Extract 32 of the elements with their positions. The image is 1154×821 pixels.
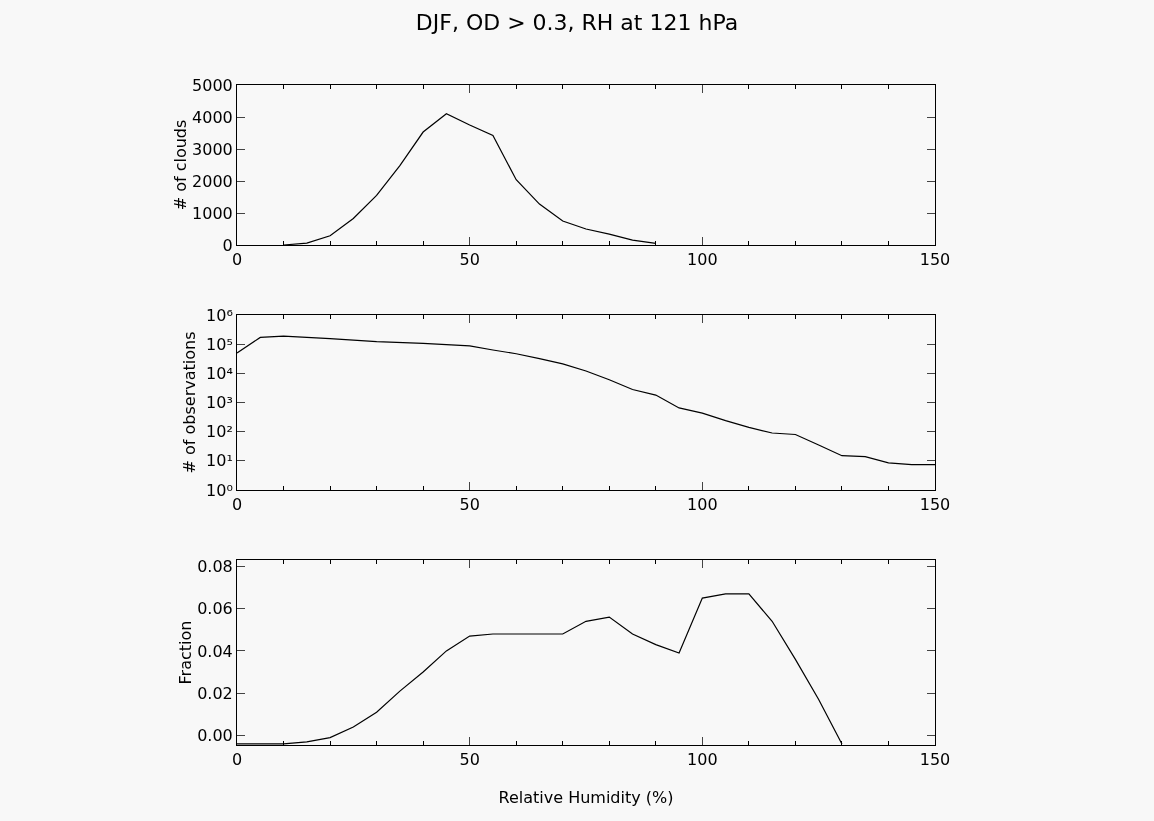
x-tick-label: 150	[919, 750, 951, 770]
x-tick-label: 50	[459, 250, 480, 270]
y-tick-label: 0	[222, 235, 233, 255]
x-tick-label: 50	[459, 495, 480, 515]
y-tick-label: 0.04	[197, 641, 233, 661]
x-tick-label: 100	[687, 750, 718, 770]
y-tick-label: 0.02	[197, 683, 233, 703]
y-tick-label: 5000	[192, 75, 233, 95]
y-tick-label: 10⁶	[206, 305, 233, 325]
y-tick-label: 10²	[206, 422, 233, 442]
y-tick-label: 2000	[192, 171, 233, 191]
x-tick-label: 100	[687, 250, 718, 270]
x-tick-label: 50	[459, 750, 480, 770]
y-axis-title: # of observations	[180, 331, 199, 474]
y-tick-label: 0.06	[197, 599, 233, 619]
y-axis-title: Fraction	[176, 620, 196, 685]
y-axis-title: # of clouds	[171, 119, 191, 211]
x-tick-label: 150	[919, 250, 951, 270]
chart-title: DJF, OD > 0.3, RH at 121 hPa	[415, 9, 739, 35]
y-tick-label: 1000	[192, 203, 233, 223]
y-tick-label: 4000	[192, 107, 233, 127]
y-tick-label: 10¹	[206, 451, 233, 471]
y-tick-label: 10⁴	[206, 363, 233, 383]
y-tick-label: 0.08	[197, 556, 233, 576]
y-tick-label: 3000	[192, 139, 233, 159]
y-tick-label: 10⁰	[206, 480, 233, 500]
x-tick-label: 150	[919, 495, 951, 515]
y-tick-label: 10⁵	[206, 334, 233, 354]
x-tick-label: 100	[687, 495, 718, 515]
y-tick-label: 0.00	[197, 726, 233, 746]
x-axis-title: Relative Humidity (%)	[498, 788, 674, 807]
y-tick-label: 10³	[206, 393, 233, 413]
